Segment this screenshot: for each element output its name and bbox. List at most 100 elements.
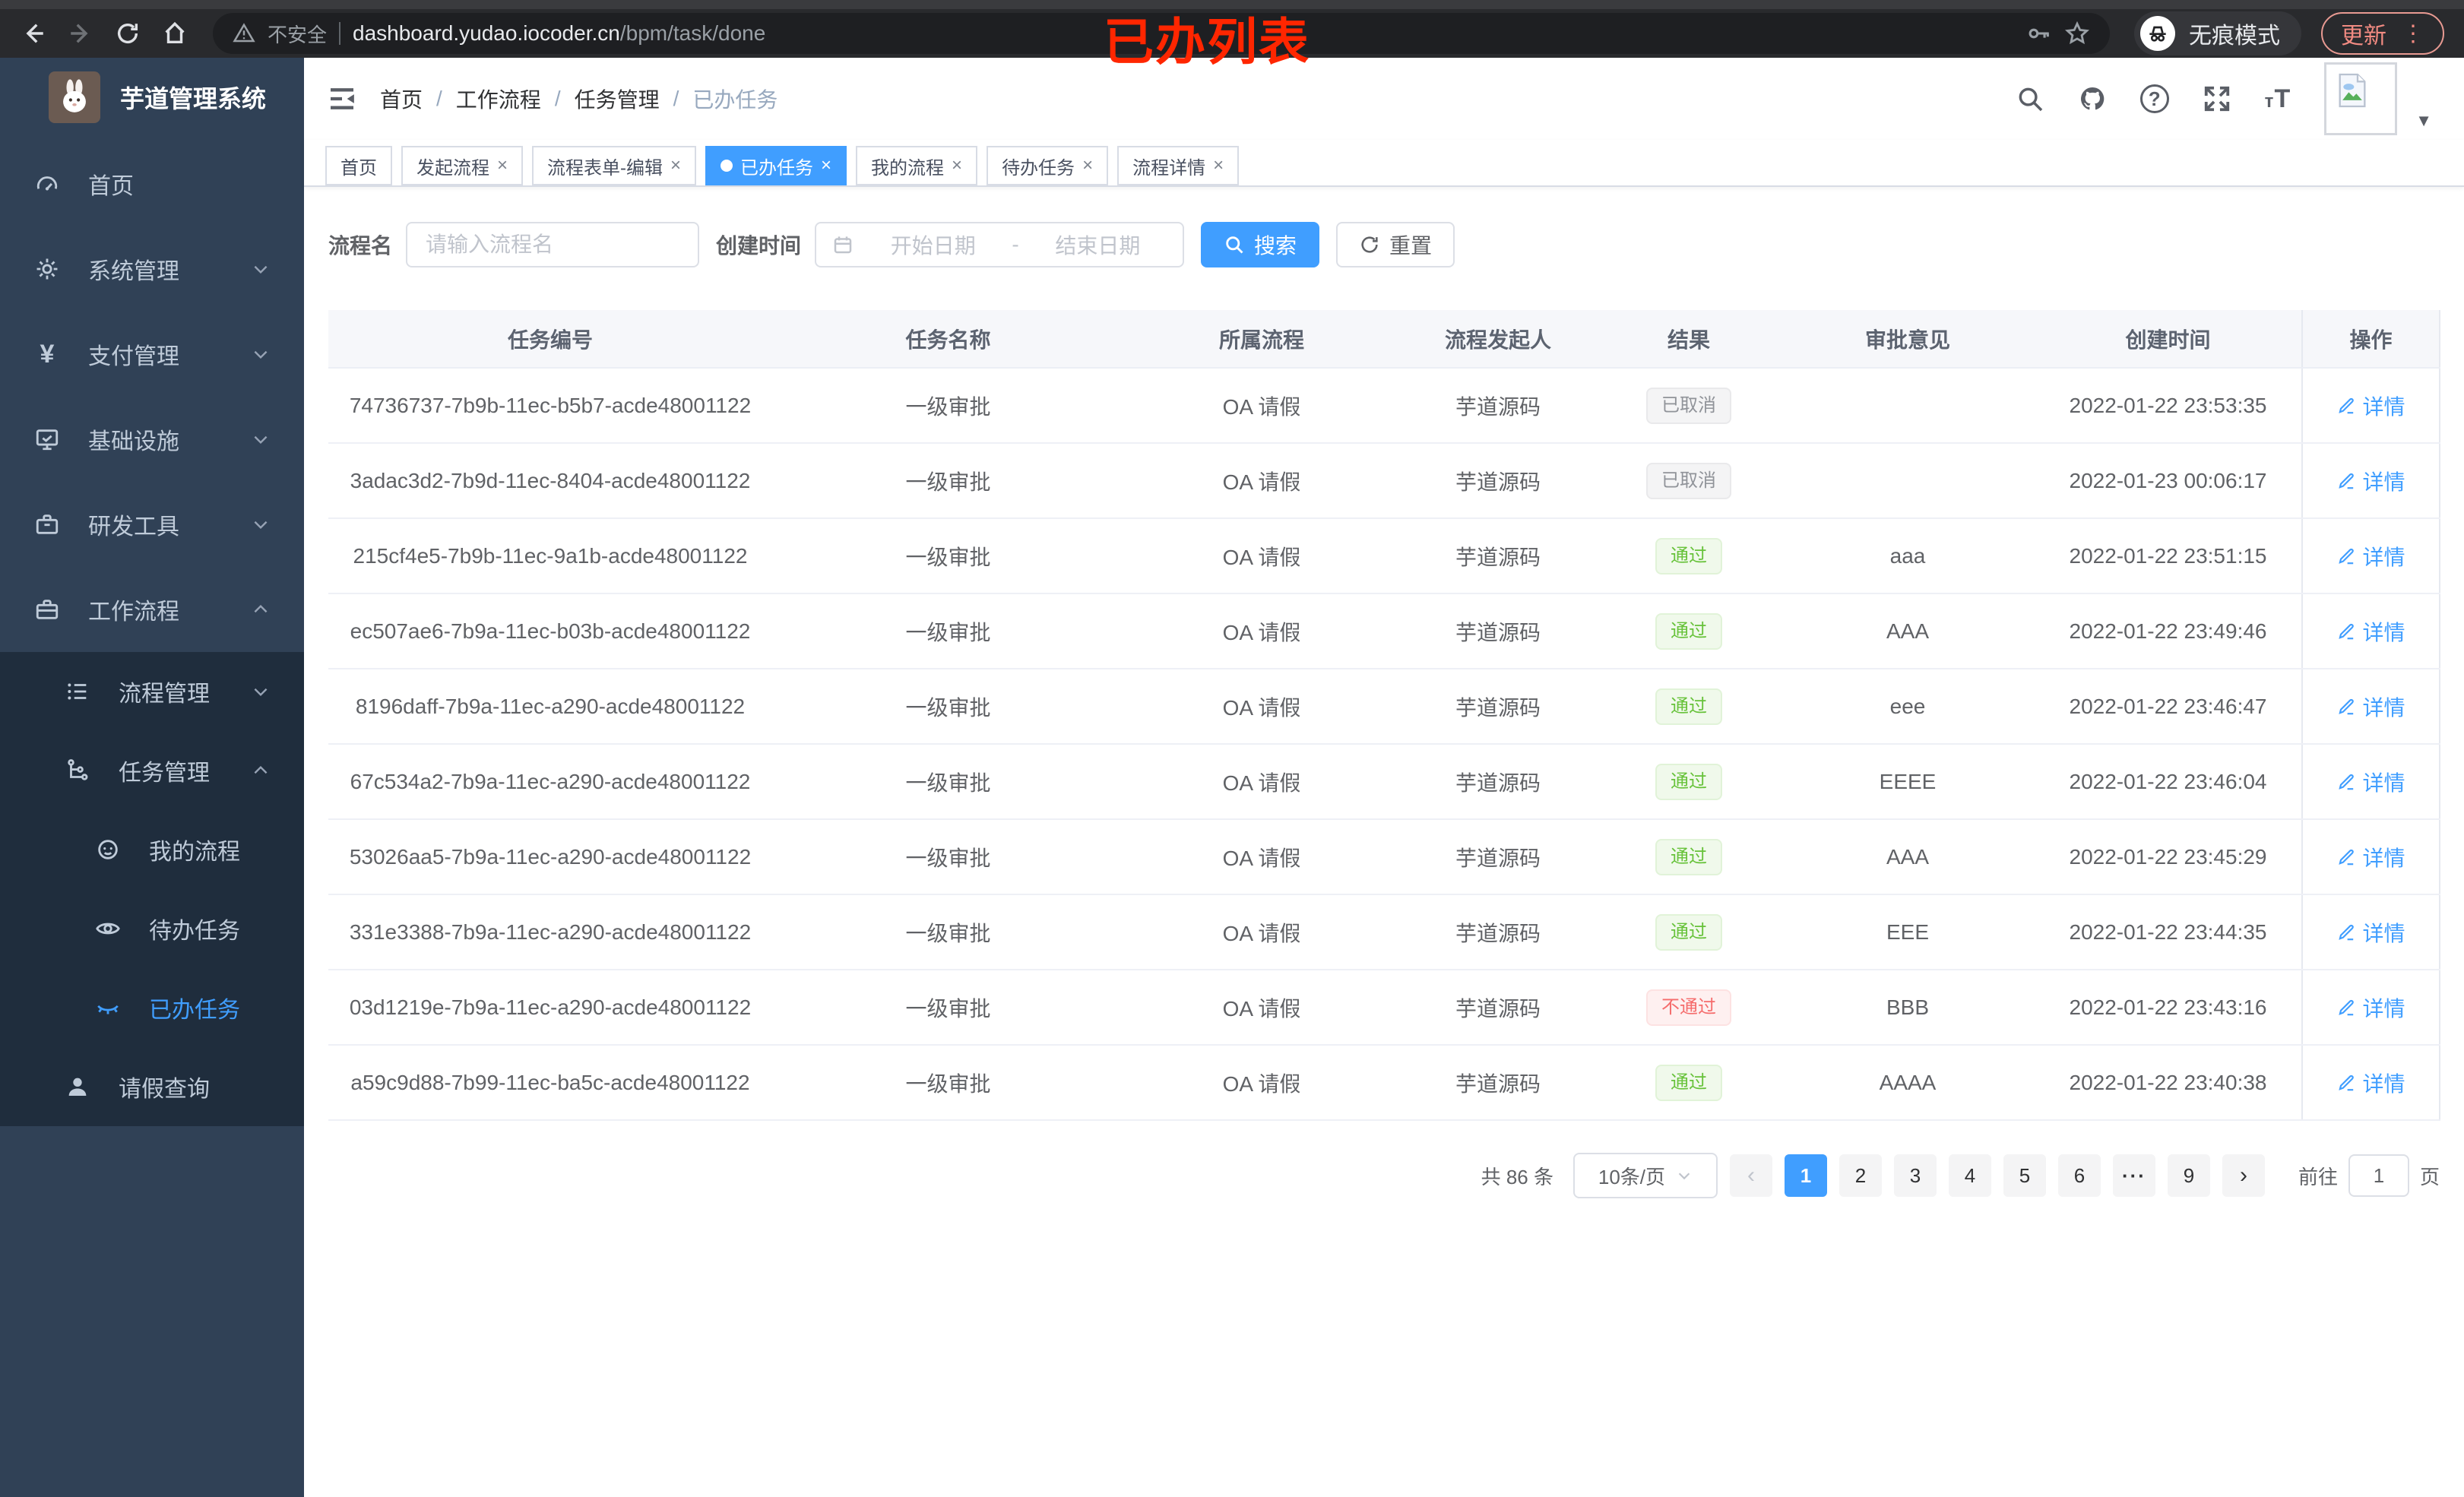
process-name-input[interactable] <box>406 222 700 267</box>
cell-create-time: 2022-01-22 23:51:15 <box>2035 518 2302 594</box>
fullscreen-icon[interactable] <box>2203 84 2231 113</box>
github-icon[interactable] <box>2078 84 2107 113</box>
close-icon[interactable]: × <box>1213 155 1224 176</box>
tag-form-edit[interactable]: 流程表单-编辑 × <box>532 146 697 185</box>
browser-update-button[interactable]: 更新 ⋮ <box>2321 12 2444 55</box>
prev-page-button[interactable]: ‹ <box>1729 1154 1772 1197</box>
cell-starter: 芋道源码 <box>1399 518 1597 594</box>
search-icon[interactable] <box>2016 84 2044 113</box>
breadcrumb-workflow[interactable]: 工作流程 <box>455 88 541 112</box>
date-range-picker[interactable]: 开始日期 - 结束日期 <box>815 222 1185 267</box>
page-button-1[interactable]: 1 <box>1784 1154 1827 1197</box>
font-size-icon[interactable]: тT <box>2264 84 2291 113</box>
total-count: 共 86 条 <box>1481 1165 1553 1188</box>
close-icon[interactable]: × <box>497 155 508 176</box>
done-task-table: 任务编号 任务名称 所属流程 流程发起人 结果 审批意见 创建时间 操作 <box>328 310 2440 1121</box>
tag-process-detail[interactable]: 流程详情 × <box>1117 146 1240 185</box>
table-row: 8196daff-7b9a-11ec-a290-acde48001122 一级审… <box>328 669 2440 745</box>
chevron-down-icon <box>251 429 271 449</box>
close-icon[interactable]: × <box>952 155 963 176</box>
detail-link[interactable]: 详情 <box>2336 992 2405 1023</box>
sidebar-item-todo-tasks[interactable]: 待办任务 <box>0 889 304 968</box>
bookmark-star-icon[interactable] <box>2064 21 2090 46</box>
detail-link[interactable]: 详情 <box>2336 692 2405 722</box>
cell-starter: 芋道源码 <box>1399 744 1597 820</box>
page-button-4[interactable]: 4 <box>1948 1154 1991 1197</box>
sidebar-item-label: 系统管理 <box>88 259 179 284</box>
detail-link[interactable]: 详情 <box>2336 917 2405 948</box>
next-page-button[interactable]: › <box>2222 1154 2265 1197</box>
app-logo[interactable]: 芋道管理系统 <box>0 58 304 137</box>
password-key-icon[interactable] <box>2026 21 2052 46</box>
tag-my-process[interactable]: 我的流程 × <box>856 146 978 185</box>
sidebar-item-task-management[interactable]: 任务管理 <box>0 731 304 810</box>
cell-result: 不通过 <box>1597 970 1781 1046</box>
close-icon[interactable]: × <box>821 155 832 176</box>
avatar[interactable] <box>2324 62 2398 135</box>
forward-icon[interactable] <box>67 20 94 47</box>
detail-link[interactable]: 详情 <box>2336 466 2405 496</box>
cell-task-name: 一级审批 <box>772 1045 1124 1121</box>
page-button-6[interactable]: 6 <box>2057 1154 2101 1197</box>
tag-label: 我的流程 <box>871 157 945 179</box>
home-icon[interactable] <box>161 20 188 47</box>
more-pages-button[interactable]: ··· <box>2112 1154 2155 1197</box>
address-bar[interactable]: 不安全 dashboard.yudao.iocoder.cn/bpm/task/… <box>213 13 2110 54</box>
status-badge: 已取消 <box>1646 462 1731 499</box>
sidebar-item-workflow[interactable]: 工作流程 <box>0 567 304 652</box>
sidebar-item-process-management[interactable]: 流程管理 <box>0 652 304 731</box>
col-task-name: 任务名称 <box>772 310 1124 369</box>
page-button-9[interactable]: 9 <box>2167 1154 2210 1197</box>
sidebar-item-done-tasks[interactable]: 已办任务 <box>0 968 304 1047</box>
page-button-2[interactable]: 2 <box>1838 1154 1882 1197</box>
detail-link[interactable]: 详情 <box>2336 541 2405 571</box>
tag-home[interactable]: 首页 <box>325 146 392 185</box>
reload-icon[interactable] <box>114 20 141 47</box>
tag-start-process[interactable]: 发起流程 × <box>401 146 524 185</box>
start-date-placeholder[interactable]: 开始日期 <box>890 234 976 258</box>
page-button-3[interactable]: 3 <box>1893 1154 1937 1197</box>
end-date-placeholder[interactable]: 结束日期 <box>1055 234 1141 258</box>
breadcrumb-home[interactable]: 首页 <box>380 88 423 112</box>
close-icon[interactable]: × <box>670 155 682 176</box>
search-button[interactable]: 搜索 <box>1201 222 1320 267</box>
chevron-down-icon <box>251 259 271 279</box>
detail-link[interactable]: 详情 <box>2336 842 2405 872</box>
breadcrumb-task-management[interactable]: 任务管理 <box>574 88 660 112</box>
sidebar-item-my-process[interactable]: 我的流程 <box>0 810 304 889</box>
back-icon[interactable] <box>20 20 47 47</box>
help-icon[interactable]: ? <box>2139 84 2169 113</box>
detail-link-label: 详情 <box>2362 545 2405 569</box>
detail-link[interactable]: 详情 <box>2336 767 2405 797</box>
avatar-caret-icon[interactable]: ▼ <box>2415 111 2432 130</box>
goto-page-input[interactable] <box>2348 1154 2409 1197</box>
browser-menu-dots-icon[interactable]: ⋮ <box>2402 21 2424 46</box>
cell-comment: AAAA <box>1781 1045 2035 1121</box>
cell-comment: BBB <box>1781 970 2035 1046</box>
tag-todo-tasks[interactable]: 待办任务 × <box>987 146 1109 185</box>
page-unit-label: 页 <box>2419 1165 2440 1188</box>
detail-link[interactable]: 详情 <box>2336 616 2405 647</box>
detail-link[interactable]: 详情 <box>2336 391 2405 421</box>
cell-task-name: 一级审批 <box>772 368 1124 444</box>
sidebar-item-home[interactable]: 首页 <box>0 141 304 226</box>
page-button-5[interactable]: 5 <box>2003 1154 2046 1197</box>
sidebar-item-devtools[interactable]: 研发工具 <box>0 482 304 567</box>
sidebar-item-infrastructure[interactable]: 基础设施 <box>0 397 304 482</box>
sidebar-item-payment[interactable]: ¥ 支付管理 <box>0 312 304 397</box>
content: 流程名 创建时间 开始日期 - 结束日期 搜索 重 <box>304 187 2464 1497</box>
browser-tab-strip <box>0 0 2464 9</box>
detail-link-label: 详情 <box>2362 620 2405 644</box>
briefcase-icon <box>33 596 61 623</box>
edit-pencil-icon <box>2339 473 2355 489</box>
reset-button[interactable]: 重置 <box>1336 222 1455 267</box>
close-icon[interactable]: × <box>1082 155 1094 176</box>
sidebar-item-label: 基础设施 <box>88 429 179 454</box>
page-size-select[interactable]: 10条/页 <box>1572 1153 1718 1198</box>
tag-done-tasks[interactable]: 已办任务 × <box>705 146 847 185</box>
sidebar-item-leave-query[interactable]: 请假查询 <box>0 1047 304 1126</box>
table-row: 67c534a2-7b9a-11ec-a290-acde48001122 一级审… <box>328 744 2440 820</box>
sidebar-fold-icon[interactable] <box>327 84 357 114</box>
detail-link[interactable]: 详情 <box>2336 1068 2405 1098</box>
sidebar-item-system[interactable]: 系统管理 <box>0 226 304 312</box>
